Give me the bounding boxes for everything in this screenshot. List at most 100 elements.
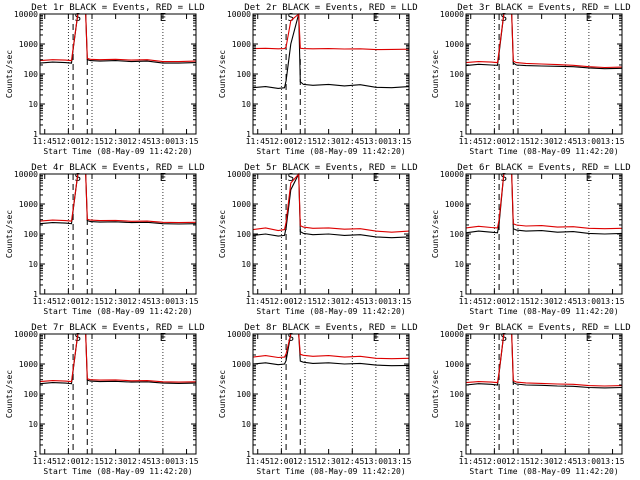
x-tick-label: 13:15 (387, 137, 411, 146)
panel-title: Det 6r BLACK = Events, RED = LLD (457, 163, 630, 173)
y-tick-label: 1 (246, 450, 251, 459)
events-series-line (252, 173, 410, 239)
events-series-line (39, 333, 197, 385)
lld-series-line (39, 13, 197, 63)
y-tick-label: 100 (237, 230, 252, 239)
x-tick-label: 12:00 (269, 457, 293, 466)
x-tick-label: 11:45 (33, 457, 57, 466)
x-tick-label: 13:15 (174, 457, 198, 466)
y-tick-label: 1000 (445, 40, 464, 49)
y-tick-label: 1 (459, 130, 464, 139)
x-axis-label: Start Time (08-May-09 11:42:20) (469, 307, 618, 316)
x-tick-label: 12:30 (104, 457, 128, 466)
y-tick-label: 1 (459, 290, 464, 299)
panel-title: Det 2r BLACK = Events, RED = LLD (244, 3, 417, 13)
panel-title: Det 9r BLACK = Events, RED = LLD (457, 323, 630, 333)
x-tick-label: 13:00 (151, 297, 175, 306)
y-axis-label: Counts/sec (5, 50, 14, 98)
y-tick-label: 10000 (227, 170, 251, 179)
x-tick-label: 12:45 (553, 137, 577, 146)
x-axis-label: Start Time (08-May-09 11:42:20) (43, 467, 192, 476)
x-tick-label: 12:45 (340, 457, 364, 466)
x-tick-label: 12:45 (553, 457, 577, 466)
detector-panel: SE11010010001000011:4512:0012:1512:3012:… (218, 3, 418, 156)
x-tick-label: 13:00 (151, 137, 175, 146)
y-tick-label: 1000 (232, 200, 251, 209)
lld-series-line (465, 333, 623, 387)
y-axis-label: Counts/sec (5, 210, 14, 258)
y-tick-label: 1 (246, 130, 251, 139)
lld-series-line (252, 333, 410, 360)
x-tick-label: 12:45 (340, 137, 364, 146)
x-axis-label: Start Time (08-May-09 11:42:20) (43, 147, 192, 156)
y-tick-label: 10000 (14, 330, 38, 339)
lld-series-line (465, 13, 623, 69)
detector-panel: SE11010010001000011:4512:0012:1512:3012:… (431, 323, 631, 476)
y-tick-label: 10000 (14, 170, 38, 179)
y-axis-label: Counts/sec (431, 50, 440, 98)
x-tick-label: 13:00 (577, 297, 601, 306)
y-tick-label: 1 (246, 290, 251, 299)
y-axis-label: Counts/sec (218, 50, 227, 98)
y-tick-label: 100 (237, 390, 252, 399)
events-series-line (465, 13, 623, 70)
x-tick-label: 13:15 (174, 297, 198, 306)
panel-title: Det 5r BLACK = Events, RED = LLD (244, 163, 417, 173)
x-tick-label: 11:45 (459, 137, 483, 146)
events-series-line (465, 333, 623, 389)
x-tick-label: 12:30 (317, 457, 341, 466)
y-axis-label: Counts/sec (218, 210, 227, 258)
plot-frame (39, 333, 197, 455)
y-tick-label: 1000 (445, 200, 464, 209)
x-axis-label: Start Time (08-May-09 11:42:20) (256, 307, 405, 316)
panel-title: Det 7r BLACK = Events, RED = LLD (31, 323, 204, 333)
detector-panel: SE11010010001000011:4512:0012:1512:3012:… (5, 163, 205, 316)
y-tick-label: 1 (33, 130, 38, 139)
x-tick-label: 12:00 (269, 297, 293, 306)
x-tick-label: 13:00 (577, 457, 601, 466)
x-tick-label: 12:15 (506, 137, 530, 146)
plot-frame (465, 333, 623, 455)
x-tick-label: 12:30 (104, 297, 128, 306)
lld-series-line (39, 333, 197, 383)
x-tick-label: 12:45 (553, 297, 577, 306)
plot-frame (465, 13, 623, 135)
event-marker-label: S (288, 11, 295, 24)
x-axis-label: Start Time (08-May-09 11:42:20) (469, 467, 618, 476)
y-tick-label: 10 (454, 420, 464, 429)
x-tick-label: 13:00 (364, 297, 388, 306)
x-tick-label: 12:00 (482, 137, 506, 146)
x-tick-label: 12:30 (317, 137, 341, 146)
lld-series-line (252, 12, 410, 51)
x-tick-label: 11:45 (246, 297, 270, 306)
y-tick-label: 10000 (14, 10, 38, 19)
lld-series-line (252, 172, 410, 233)
x-tick-label: 11:45 (33, 297, 57, 306)
panel-title: Det 3r BLACK = Events, RED = LLD (457, 3, 630, 13)
x-tick-label: 12:15 (506, 297, 530, 306)
x-tick-label: 12:00 (56, 137, 80, 146)
event-marker-label: S (288, 331, 295, 344)
x-tick-label: 12:45 (127, 297, 151, 306)
y-tick-label: 1 (33, 450, 38, 459)
y-tick-label: 100 (450, 70, 465, 79)
x-tick-label: 13:15 (600, 457, 624, 466)
y-tick-label: 10 (28, 260, 38, 269)
x-tick-label: 12:15 (293, 297, 317, 306)
y-tick-label: 10 (454, 260, 464, 269)
x-tick-label: 12:00 (269, 137, 293, 146)
x-tick-label: 12:00 (482, 457, 506, 466)
y-tick-label: 100 (237, 70, 252, 79)
events-series-line (39, 13, 197, 64)
x-tick-label: 12:15 (506, 457, 530, 466)
x-axis-label: Start Time (08-May-09 11:42:20) (469, 147, 618, 156)
y-axis-label: Counts/sec (431, 210, 440, 258)
x-tick-label: 12:30 (317, 297, 341, 306)
x-tick-label: 13:00 (364, 457, 388, 466)
x-tick-label: 13:00 (151, 457, 175, 466)
detector-panel: SE11010010001000011:4512:0012:1512:3012:… (5, 323, 205, 476)
y-axis-label: Counts/sec (431, 370, 440, 418)
y-tick-label: 1 (33, 290, 38, 299)
detector-panel: SE11010010001000011:4512:0012:1512:3012:… (218, 323, 418, 476)
detector-panel: SE11010010001000011:4512:0012:1512:3012:… (218, 163, 418, 316)
